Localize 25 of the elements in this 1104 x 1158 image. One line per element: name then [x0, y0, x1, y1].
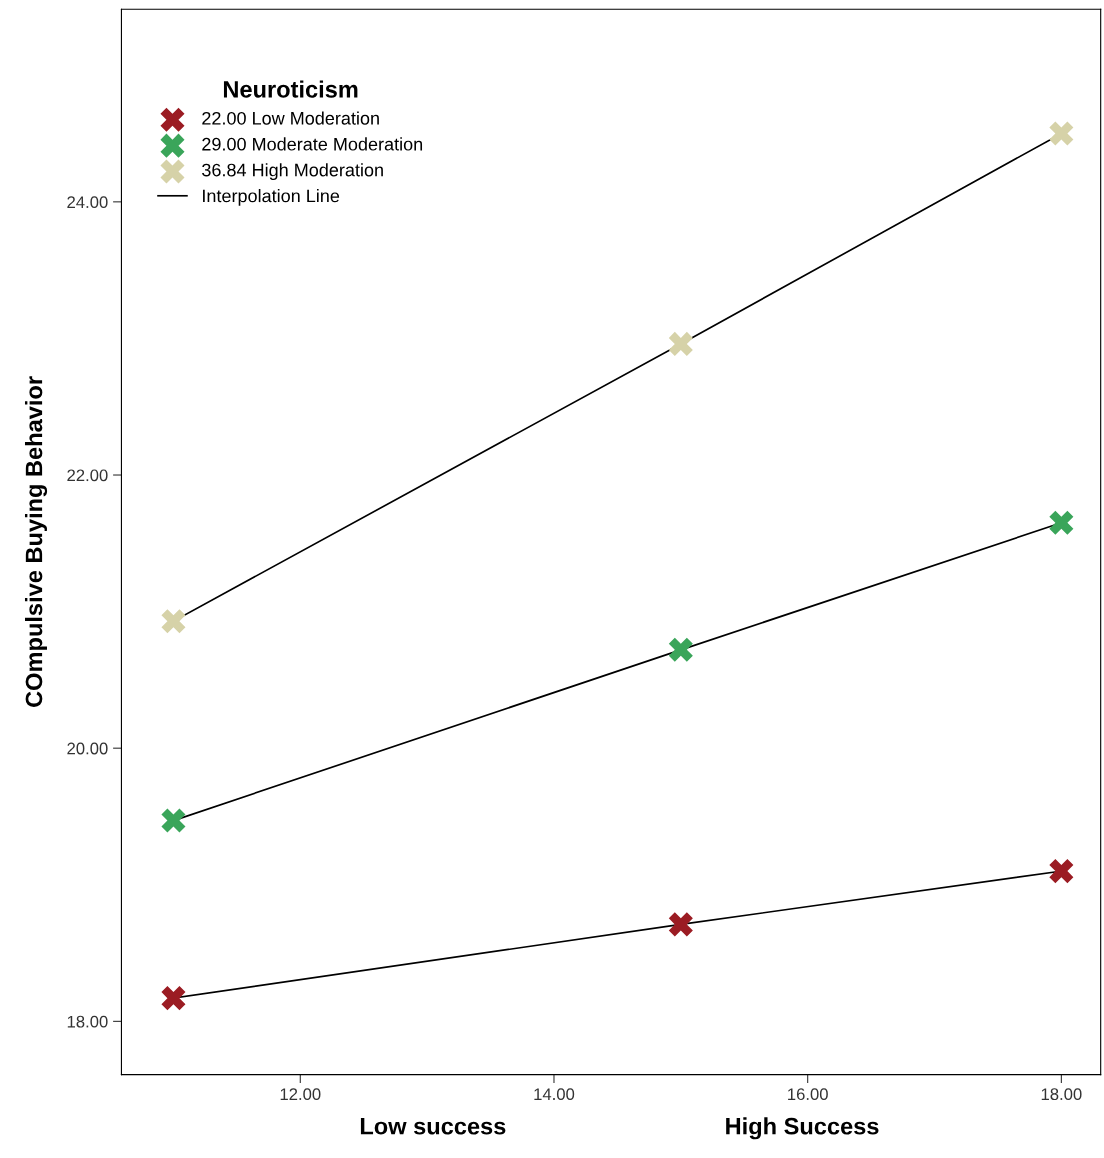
text: Low success — [360, 1118, 506, 1135]
point — [1049, 510, 1074, 535]
point — [1049, 121, 1074, 146]
x-tick-label: 18.00 — [1041, 1088, 1082, 1101]
legend-title: Neuroticism — [223, 80, 358, 98]
y-tick-label: 20.00 — [67, 742, 108, 755]
x-tick-label: 12.00 — [280, 1088, 321, 1101]
x-tick-label: 16.00 — [788, 1088, 828, 1101]
y-tick-label: 18.00 — [67, 1015, 108, 1028]
point — [668, 912, 693, 937]
point — [668, 637, 693, 662]
legend-label: 36.84 High Moderation — [202, 163, 383, 180]
text: High Success — [726, 1117, 879, 1140]
legend-label: Interpolation Line — [203, 189, 340, 206]
legend-label: 29.00 Moderate Moderation — [202, 137, 423, 151]
point — [161, 808, 186, 833]
point — [1049, 859, 1074, 884]
point — [161, 609, 186, 634]
y-axis-title: COmpulsive Buying Behavior — [24, 376, 48, 707]
y-tick-label: 24.00 — [67, 196, 108, 209]
x-tick-label: 14.00 — [534, 1088, 575, 1101]
point — [161, 986, 186, 1011]
point — [668, 331, 693, 356]
legend-label: 22.00 Low Moderation — [202, 111, 379, 125]
y-tick-label: 22.00 — [67, 469, 108, 482]
